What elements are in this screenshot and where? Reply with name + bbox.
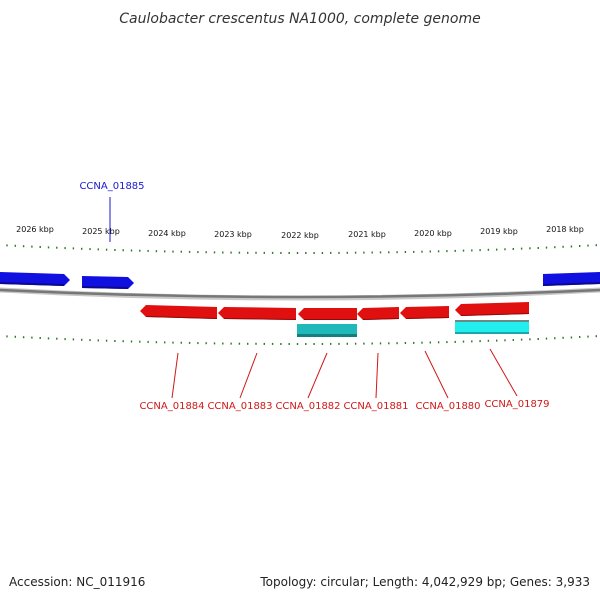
feature-block-CCNA_01879[interactable]: [455, 322, 529, 334]
feature-block-shade: [297, 334, 357, 337]
leader-line-CCNA_01883: [239, 352, 258, 399]
gene-label-CCNA_01880[interactable]: CCNA_01880: [415, 401, 480, 412]
genome-summary: Topology: circular; Length: 4,042,929 bp…: [259, 575, 590, 589]
scale-label-2024: 2024 kbp: [148, 229, 186, 238]
upper-tick-row: [6, 244, 597, 254]
gene-arrow-shade: [146, 316, 217, 319]
gene-arrow-shade: [406, 317, 449, 319]
gene-arrow-shade: [363, 318, 399, 320]
gene-arrow-shade: [224, 318, 296, 320]
gene-arrow[interactable]: [0, 272, 70, 286]
gene-arrow-shade: [0, 282, 64, 286]
scale-label-2026: 2026 kbp: [16, 225, 54, 234]
forward-genes: [0, 272, 600, 289]
gene-arrow-shade: [304, 319, 357, 320]
gene-arrow-CCNA_01882[interactable]: [298, 308, 357, 320]
feature-block-CCNA_01882[interactable]: [297, 324, 357, 336]
gene-arrow-CCNA_01879[interactable]: [455, 302, 529, 316]
gene-arrow-shade: [543, 282, 600, 286]
scale-label-2021: 2021 kbp: [348, 230, 386, 239]
gene-label-CCNA_01885[interactable]: CCNA_01885: [79, 181, 144, 192]
gene-label-CCNA_01879[interactable]: CCNA_01879: [484, 399, 549, 410]
map-title: Caulobacter crescentus NA1000, complete …: [119, 11, 480, 27]
leader-line-CCNA_01880: [424, 350, 449, 399]
gene-arrow-CCNA_01885[interactable]: [82, 276, 134, 289]
gene-label-CCNA_01882[interactable]: CCNA_01882: [275, 401, 340, 412]
gene-arrow-shade: [82, 286, 128, 289]
gene-label-CCNA_01881[interactable]: CCNA_01881: [343, 401, 408, 412]
gene-arrow-CCNA_01883[interactable]: [218, 307, 296, 320]
scale-label-2025: 2025 kbp: [82, 227, 120, 236]
scale-label-2018: 2018 kbp: [546, 225, 584, 234]
leader-line-CCNA_01882: [307, 352, 328, 399]
genome-backbone: [0, 288, 600, 299]
gene-label-leaders: [109, 197, 518, 399]
gene-arrow-shade: [461, 313, 529, 316]
reverse-genes: [140, 302, 529, 337]
leader-line-CCNA_01879: [489, 348, 518, 397]
scale-label-2023: 2023 kbp: [214, 230, 252, 239]
leader-line-CCNA_01884: [171, 352, 179, 399]
scale-label-2019: 2019 kbp: [480, 227, 518, 236]
scale-label-2020: 2020 kbp: [414, 229, 452, 238]
leader-line-CCNA_01881: [375, 352, 379, 399]
scale-label-2022: 2022 kbp: [281, 231, 319, 240]
gene-arrow-CCNA_01880[interactable]: [400, 306, 449, 319]
feature-block-edge: [455, 320, 529, 323]
feature-block-shade: [455, 332, 529, 334]
accession-text: Accession: NC_011916: [9, 575, 145, 589]
gene-label-CCNA_01884[interactable]: CCNA_01884: [139, 401, 204, 412]
gene-arrow-CCNA_01884[interactable]: [140, 305, 217, 319]
gene-label-CCNA_01883[interactable]: CCNA_01883: [207, 401, 272, 412]
gene-arrow-CCNA_01881[interactable]: [357, 307, 399, 320]
lower-tick-row: [6, 335, 597, 345]
